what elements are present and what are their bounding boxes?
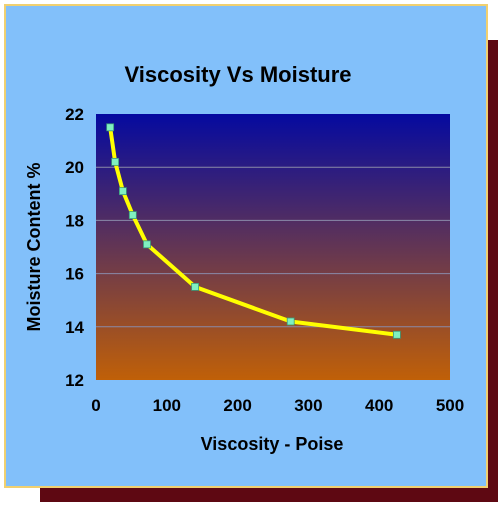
y-tick-label: 14 [65,318,84,337]
data-point [111,157,120,166]
data-point [119,187,127,196]
data-point [143,240,151,249]
data-point [106,123,115,132]
chart-title: Viscosity Vs Moisture [124,62,351,87]
x-tick-label: 300 [294,396,322,415]
x-tick-label: 400 [365,396,393,415]
y-tick-label: 16 [65,265,84,284]
x-axis-ticks: 0 100 200 300 400 500 [91,396,464,415]
data-point [392,330,401,339]
series-line [108,127,398,337]
y-tick-label: 12 [65,371,84,390]
y-tick-label: 20 [65,158,84,177]
gridlines [96,166,450,328]
y-axis-title: Moisture Content % [24,163,44,332]
data-point [128,211,137,219]
x-tick-label: 200 [223,396,251,415]
series-layer [106,123,401,339]
x-tick-label: 500 [436,396,464,415]
x-tick-label: 100 [153,396,181,415]
y-tick-label: 18 [65,211,84,230]
y-axis-ticks: 12 14 16 18 20 22 [65,105,84,390]
data-point [191,282,200,291]
x-axis-title: Viscosity - Poise [201,434,344,454]
y-tick-label: 22 [65,105,84,124]
x-tick-label: 0 [91,396,100,415]
data-point [286,317,295,326]
